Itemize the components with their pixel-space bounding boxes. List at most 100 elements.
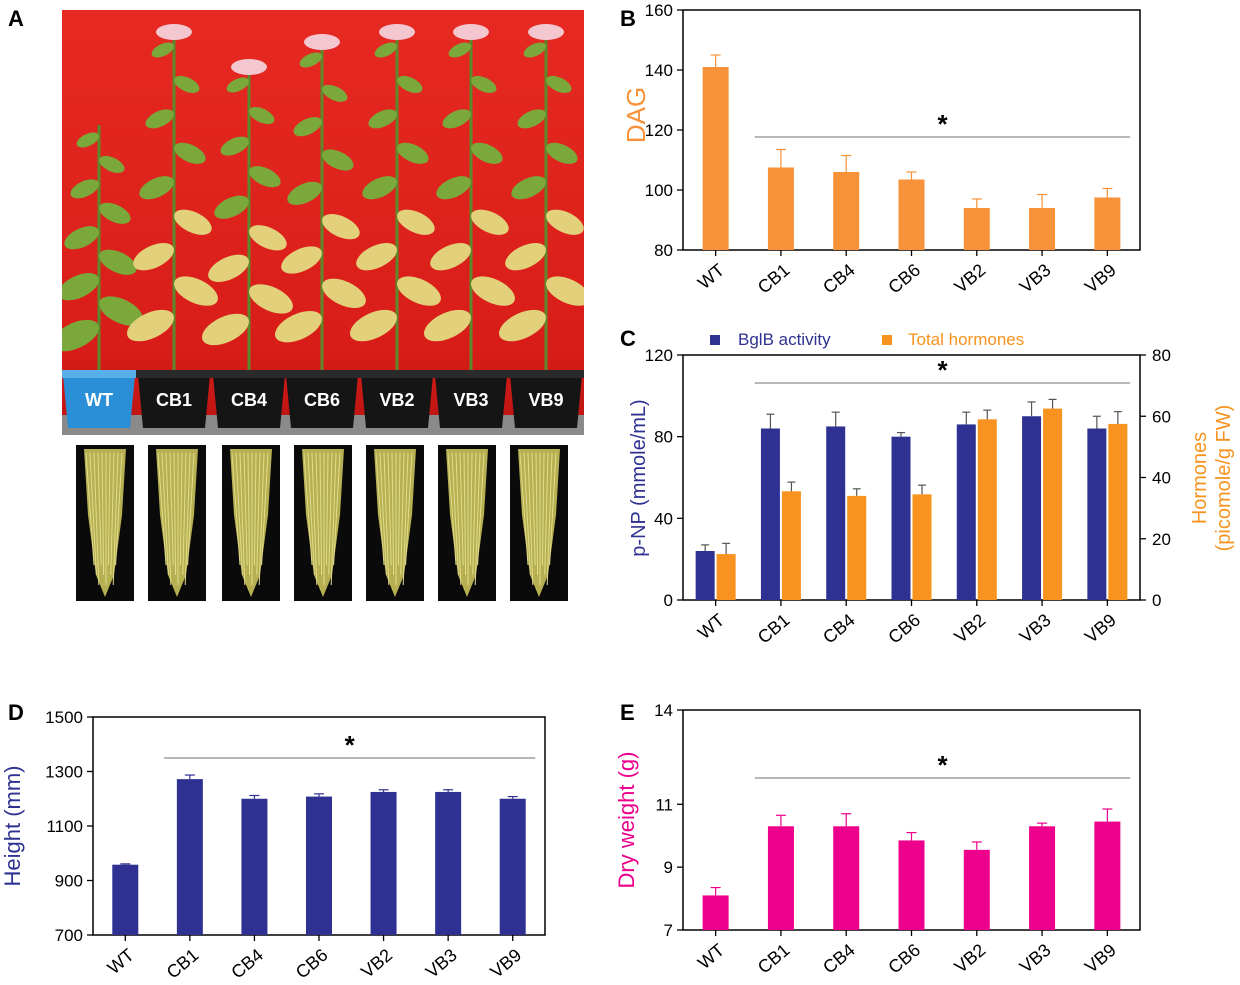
plant-leaf — [76, 132, 99, 148]
legend-label-hormones: Total hormones — [908, 330, 1024, 349]
root-photo — [222, 445, 280, 601]
y-axis-label: Height (mm) — [0, 765, 25, 886]
y-tick-label: 1100 — [46, 817, 83, 836]
plant-leaf — [99, 202, 131, 224]
plant-leaf — [471, 75, 497, 93]
root-strand — [239, 452, 246, 586]
plant-flowers — [528, 24, 564, 40]
root-strand — [397, 452, 401, 566]
y-right-tick-label: 20 — [1152, 530, 1171, 549]
pot-label-cb4: CB4 — [230, 390, 267, 410]
plant-leaf — [436, 176, 471, 200]
root-strand — [112, 452, 119, 586]
plant-leaf — [397, 75, 423, 93]
x-tick-label: CB4 — [819, 610, 859, 648]
plant-leaf — [151, 42, 174, 58]
y-tick-label: 120 — [645, 121, 673, 140]
chart-d: 700 900 1100 1300 1500 WT CB1 CB4 CB6 VB2 VB3 VB9 * H… — [0, 708, 546, 983]
root-photo — [294, 445, 352, 601]
plant-leaf — [174, 75, 200, 93]
x-tick-label: VB2 — [950, 940, 989, 977]
bar — [1094, 197, 1121, 250]
panel-letter-e: E — [620, 700, 635, 725]
bar-bglb — [695, 551, 715, 600]
root-photo — [148, 445, 206, 601]
legend-label-bglb: BglB activity — [738, 330, 831, 349]
plant-leaf — [133, 242, 174, 271]
plant-leaf — [293, 117, 322, 137]
root-strand — [231, 452, 241, 566]
x-tick-label: VB3 — [1016, 610, 1055, 647]
plant-leaf — [281, 246, 322, 274]
root-strand — [469, 452, 473, 566]
y-tick-label: 140 — [645, 61, 673, 80]
bar — [112, 864, 139, 935]
x-tick-label: CB1 — [754, 610, 794, 648]
plant-leaf — [448, 42, 471, 58]
root-strand — [391, 452, 395, 576]
plant-leaf — [546, 209, 584, 235]
root-strand — [319, 452, 323, 576]
root-strand — [546, 452, 553, 586]
x-tick-label: WT — [694, 940, 728, 973]
plant-leaf — [322, 214, 360, 240]
y-tick-label: 100 — [645, 181, 673, 200]
panel-letter-d: D — [8, 700, 24, 725]
pot-label-vb2: VB2 — [379, 390, 415, 410]
plant-leaf — [139, 176, 174, 200]
plant-flowers — [156, 24, 192, 40]
x-tick-label: VB3 — [422, 945, 461, 982]
plant-pot — [63, 375, 135, 428]
chart-e: 7 9 11 14 WT CB1 CB4 CB6 VB2 VB3 VB9 * Dry weight (g… — [614, 701, 1141, 978]
plant-leaf — [546, 75, 572, 93]
pot-rim — [211, 370, 287, 378]
bar — [702, 67, 729, 250]
root-strand — [93, 452, 100, 586]
plant-leaf — [322, 84, 348, 102]
pot-label-vb9: VB9 — [528, 390, 564, 410]
bar-hormones — [847, 495, 867, 600]
plant-leaf — [397, 276, 441, 306]
y-tick-label: 40 — [654, 509, 673, 528]
chart-c: 0 40 80 120 WT CB1 CB4 CB6 VB2 VB3 VB9 0 20 40 60 80 * Bg… — [628, 330, 1235, 648]
plant-leaf — [249, 225, 287, 251]
y-tick-label: 80 — [654, 241, 673, 260]
plant-leaf — [511, 176, 546, 200]
y-right-tick-label: 60 — [1152, 407, 1171, 426]
x-tick-label: VB2 — [950, 260, 989, 297]
bar — [833, 826, 860, 930]
x-tick-label: VB2 — [950, 610, 989, 647]
plant-leaf — [322, 278, 366, 309]
root-drawing — [302, 449, 344, 597]
chart-b: 80 100 120 140 160 WT CB1 CB4 CB6 VB2 VB3 VB9 * DAG — [621, 1, 1141, 298]
bar-bglb — [891, 436, 911, 600]
plant-leaf — [523, 42, 546, 58]
plant-leaf — [299, 52, 322, 68]
root-strand — [165, 452, 172, 586]
pot-label-vb3: VB3 — [453, 390, 489, 410]
root-strand — [235, 452, 243, 576]
panel-letter-b: B — [620, 6, 636, 31]
root-strand — [243, 452, 248, 566]
plant-leaf — [546, 142, 578, 164]
root-strand — [379, 452, 387, 576]
root-strand — [544, 452, 549, 576]
y-axis-label-left: p-NP (mmole/mL) — [628, 399, 650, 556]
root-strand — [325, 452, 329, 566]
plant-leaf — [517, 109, 546, 129]
plant-leaf — [287, 181, 322, 205]
root-strand — [303, 452, 313, 566]
x-tick-label: CB6 — [884, 260, 924, 298]
plant-leaf — [145, 109, 174, 129]
root-strand — [400, 452, 405, 576]
x-tick-label: VB3 — [1016, 940, 1055, 977]
bar — [898, 840, 925, 930]
y-tick-label: 900 — [55, 872, 83, 891]
plant-leaf — [208, 254, 249, 283]
pot-rim — [433, 370, 509, 378]
x-tick-label: WT — [104, 945, 138, 978]
root-drawing — [156, 449, 198, 597]
bar — [499, 798, 526, 935]
plant-leaf — [99, 249, 137, 275]
plants-group — [62, 24, 584, 428]
